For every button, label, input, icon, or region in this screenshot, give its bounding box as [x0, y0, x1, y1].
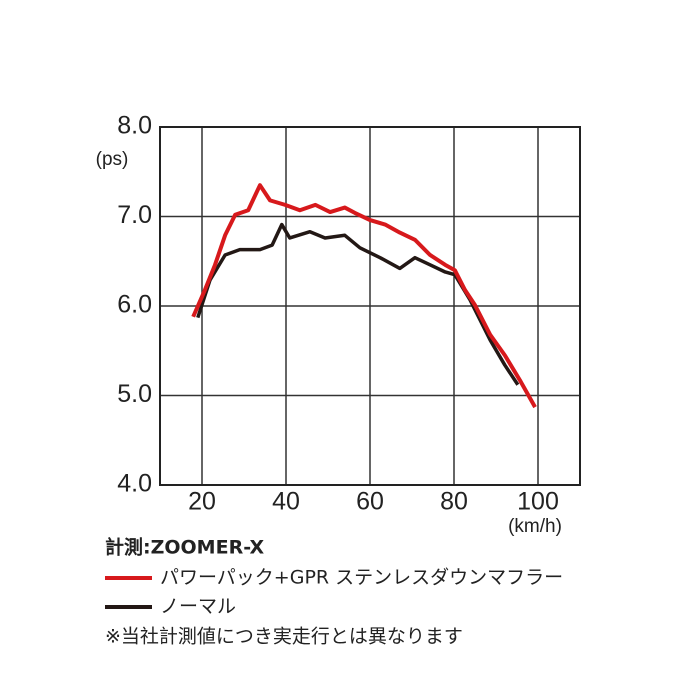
x-tick-label: 60 — [356, 488, 384, 516]
y-tick-label: 5.0 — [117, 380, 152, 408]
series-line — [196, 222, 520, 386]
y-axis-label: (ps) — [96, 149, 129, 170]
x-tick-label: 80 — [440, 488, 468, 516]
y-tick-label: 6.0 — [117, 291, 152, 319]
plot-frame — [159, 126, 581, 486]
y-tick-label: 8.0 — [117, 112, 152, 140]
x-tick-label: 100 — [517, 488, 559, 516]
series-line — [191, 183, 537, 409]
legend-label: ノーマル — [160, 596, 236, 618]
legend-label: パワーパック+GPR ステンレスダウンマフラー — [160, 567, 563, 589]
x-tick-label: 40 — [272, 488, 300, 516]
note: ※当社計測値につき実走行とは異なります — [105, 626, 463, 648]
x-axis-label: (km/h) — [508, 516, 562, 537]
subtitle: 計測:ZOOMER-X — [105, 536, 265, 559]
y-tick-label: 4.0 — [117, 470, 152, 498]
y-tick-label: 7.0 — [117, 201, 152, 229]
x-tick-label: 20 — [188, 488, 216, 516]
